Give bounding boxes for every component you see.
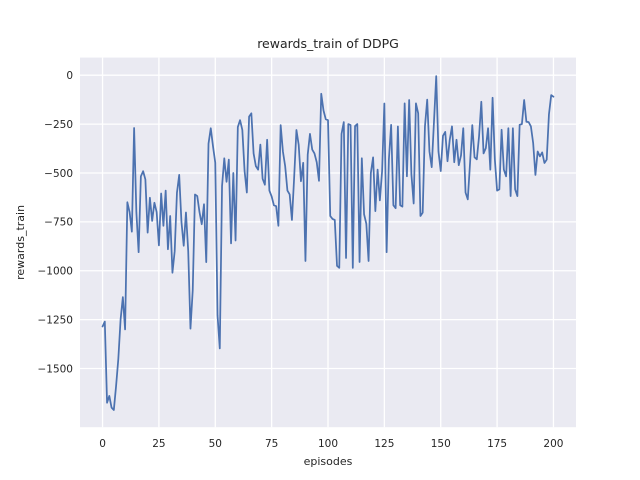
y-tick-label: −500 [44,168,73,180]
x-axis-label: episodes [304,455,353,468]
y-tick-label: −1500 [37,363,73,375]
chart-title: rewards_train of DDPG [257,36,399,51]
x-tick-label: 0 [99,438,106,450]
x-tick-label: 25 [152,438,165,450]
x-tick-label: 50 [209,438,222,450]
y-tick-label: −1000 [37,266,73,278]
x-tick-label: 200 [543,438,563,450]
series-rewards_train [101,75,555,411]
y-tick-label: 0 [66,70,73,82]
y-axis-label: rewards_train [14,205,27,280]
y-tick-label: −1250 [37,314,73,326]
y-tick-label: −750 [44,217,73,229]
x-tick-label: 75 [265,438,278,450]
y-tick-label: −250 [44,119,73,131]
x-tick-label: 125 [374,438,394,450]
x-tick-label: 100 [318,438,338,450]
x-tick-label: 150 [431,438,451,450]
x-tick-label: 175 [487,438,507,450]
